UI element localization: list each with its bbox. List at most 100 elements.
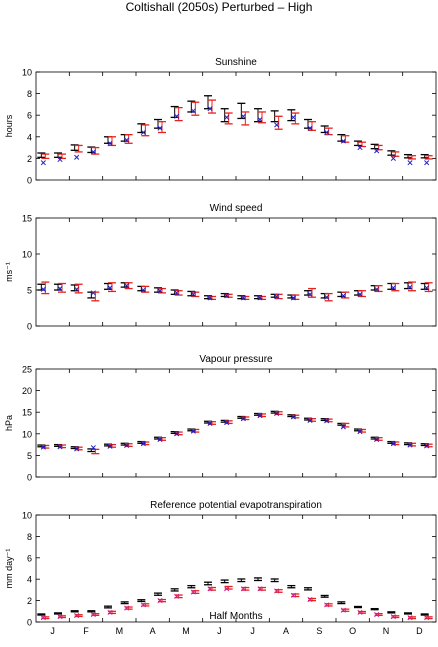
data-point bbox=[287, 584, 296, 589]
data-point bbox=[424, 615, 430, 621]
data-point bbox=[157, 436, 163, 442]
panels: Sunshine hours 0 2 4 6 8 10 Wind speed ms⁻¹ 0 5 10 15… bbox=[4, 57, 437, 636]
data-point bbox=[207, 420, 213, 426]
data-point bbox=[140, 129, 146, 136]
data-point bbox=[307, 596, 313, 603]
data-point bbox=[407, 284, 413, 290]
y-tick-label: 10 bbox=[22, 511, 32, 521]
data-point bbox=[40, 160, 46, 166]
data-point bbox=[90, 149, 96, 155]
y-axis-label: ms⁻¹ bbox=[4, 262, 14, 282]
data-point bbox=[337, 601, 346, 605]
data-point bbox=[274, 293, 280, 300]
data-point bbox=[224, 586, 230, 592]
data-point bbox=[324, 129, 330, 136]
data-point bbox=[107, 140, 113, 146]
data-point bbox=[107, 609, 113, 615]
x-tick-label: M bbox=[182, 626, 190, 636]
data-point bbox=[370, 607, 379, 611]
data-point bbox=[190, 108, 196, 114]
data-point bbox=[274, 122, 280, 128]
data-point bbox=[390, 614, 396, 620]
y-tick-label: 10 bbox=[22, 429, 32, 439]
y-tick-label: 2 bbox=[27, 596, 32, 606]
x-tick-label: S bbox=[316, 626, 322, 636]
series-1 bbox=[37, 95, 429, 159]
panel-title: Wind speed bbox=[210, 203, 263, 214]
data-point bbox=[124, 283, 130, 289]
series-2 bbox=[41, 411, 433, 455]
data-point bbox=[190, 291, 196, 297]
data-point bbox=[340, 293, 346, 299]
data-point bbox=[407, 160, 413, 166]
data-point bbox=[157, 125, 163, 131]
y-tick-label: 10 bbox=[22, 68, 32, 78]
data-point bbox=[291, 112, 300, 125]
data-point bbox=[174, 113, 180, 119]
data-point bbox=[154, 592, 162, 596]
y-tick-label: 6 bbox=[27, 553, 32, 563]
plot-frame bbox=[35, 71, 437, 181]
x-tick-label: F bbox=[83, 626, 89, 636]
data-point bbox=[104, 605, 112, 609]
x-tick-label: M bbox=[116, 626, 124, 636]
data-point bbox=[57, 614, 63, 620]
data-point bbox=[420, 613, 429, 616]
series-1 bbox=[37, 410, 429, 453]
plot-frame bbox=[35, 217, 437, 327]
data-point bbox=[40, 444, 46, 450]
panel-2: Wind speed ms⁻¹ 0 5 10 15 bbox=[4, 203, 437, 332]
data-point bbox=[307, 417, 313, 423]
y-axis-label: hPa bbox=[4, 415, 14, 431]
panel-1: Sunshine hours 0 2 4 6 8 10 bbox=[4, 57, 437, 186]
series-2 bbox=[41, 281, 433, 302]
data-point bbox=[357, 429, 363, 435]
data-point bbox=[207, 106, 213, 112]
data-point bbox=[220, 579, 229, 584]
data-point bbox=[190, 589, 196, 595]
data-point bbox=[257, 116, 263, 123]
x-tick-label: O bbox=[349, 626, 356, 636]
data-point bbox=[274, 588, 280, 594]
data-point bbox=[324, 602, 330, 608]
data-point bbox=[324, 292, 333, 302]
data-point bbox=[124, 442, 130, 449]
y-tick-label: 25 bbox=[22, 365, 32, 375]
data-point bbox=[90, 290, 96, 296]
data-point bbox=[174, 290, 180, 296]
x-tick-label: J bbox=[50, 626, 55, 636]
data-point bbox=[340, 138, 346, 144]
data-point bbox=[140, 602, 146, 608]
data-point bbox=[404, 612, 412, 615]
y-tick-label: 2 bbox=[27, 154, 32, 164]
data-point bbox=[207, 586, 213, 592]
data-point bbox=[357, 291, 363, 297]
data-point bbox=[170, 588, 179, 592]
panel-title: Vapour pressure bbox=[199, 354, 273, 365]
series-3 bbox=[40, 283, 430, 301]
y-tick-label: 0 bbox=[27, 322, 32, 332]
plot-frame bbox=[35, 514, 437, 623]
data-point bbox=[240, 113, 246, 119]
data-point bbox=[107, 443, 113, 449]
data-point bbox=[387, 611, 396, 614]
y-tick-label: 4 bbox=[27, 132, 32, 142]
data-point bbox=[270, 578, 279, 583]
data-point bbox=[237, 578, 246, 583]
data-point bbox=[57, 444, 63, 450]
data-point bbox=[374, 286, 380, 292]
x-axis-label: Half Months bbox=[209, 611, 262, 622]
series-3 bbox=[40, 410, 430, 452]
x-tick-label: J bbox=[250, 626, 255, 636]
data-point bbox=[424, 443, 430, 449]
series-2 bbox=[41, 99, 433, 160]
data-point bbox=[157, 598, 163, 604]
data-point bbox=[357, 145, 363, 151]
data-point bbox=[324, 418, 330, 424]
panel-title: Sunshine bbox=[215, 57, 257, 68]
y-tick-label: 0 bbox=[27, 473, 32, 483]
figure-title: Coltishall (2050s) Perturbed – High bbox=[126, 0, 313, 14]
data-point bbox=[124, 137, 130, 143]
data-point bbox=[257, 413, 263, 419]
data-point bbox=[374, 436, 380, 442]
